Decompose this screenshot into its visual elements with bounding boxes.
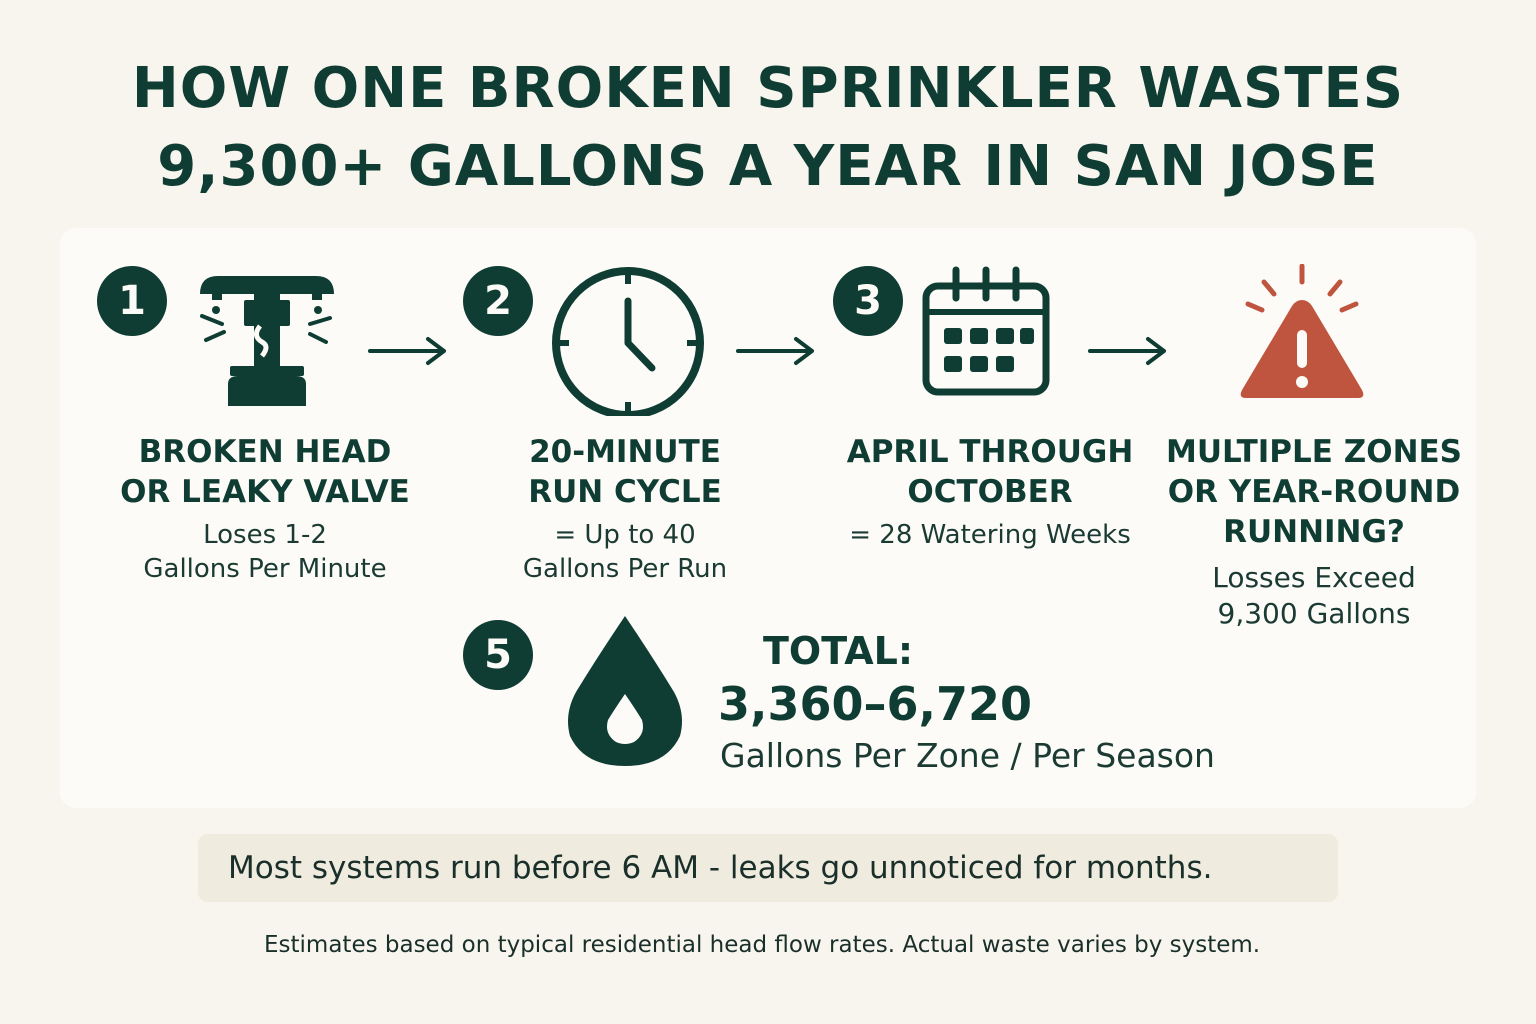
calendar-icon [922, 266, 1050, 396]
step-3-badge: 3 [833, 266, 903, 336]
arrow-icon [368, 337, 446, 365]
step-1-subtext: Loses 1-2 Gallons Per Minute [85, 518, 445, 586]
step-1-sub-line-2: Gallons Per Minute [143, 554, 387, 584]
step-3-heading: APRIL THROUGH OCTOBER [810, 432, 1170, 512]
step-2-heading: 20-MINUTE RUN CYCLE [445, 432, 805, 512]
clock-icon [552, 267, 704, 416]
step-1-sub-line-1: Loses 1-2 [203, 520, 327, 550]
title-line-1: HOW ONE BROKEN SPRINKLER WASTES [131, 56, 1405, 121]
arrow-icon [1088, 337, 1166, 365]
step-5-badge: 5 [463, 620, 533, 690]
step-4-subtext: Losses Exceed 9,300 Gallons [1138, 560, 1490, 632]
steps-panel [60, 228, 1476, 808]
step-4-heading-line-1: MULTIPLE ZONES [1165, 434, 1463, 470]
step-2-badge: 2 [463, 266, 533, 336]
step-3-sub-line-1: = 28 Watering Weeks [849, 520, 1131, 550]
step-1-heading: BROKEN HEAD OR LEAKY VALVE [85, 432, 445, 512]
step-2-subtext: = Up to 40 Gallons Per Run [445, 518, 805, 586]
water-drop-icon [568, 616, 682, 766]
warning-icon [1240, 264, 1364, 398]
step-4-heading: MULTIPLE ZONES OR YEAR-ROUND RUNNING? [1138, 432, 1490, 552]
step-3-heading-line-2: OCTOBER [907, 474, 1073, 510]
total-label: TOTAL: [763, 629, 914, 673]
step-1-badge: 1 [97, 266, 167, 336]
step-2-sub-line-2: Gallons Per Run [522, 554, 728, 584]
step-2-heading-line-2: RUN CYCLE [528, 474, 722, 510]
step-3-subtext: = 28 Watering Weeks [810, 518, 1170, 552]
broken-sprinkler-icon [200, 276, 334, 406]
step-1-heading-line-2: OR LEAKY VALVE [120, 474, 410, 510]
title-line-2: 9,300+ GALLONS A YEAR IN SAN JOSE [157, 134, 1379, 199]
arrow-icon [736, 337, 814, 365]
step-1-heading-line-1: BROKEN HEAD [138, 434, 392, 470]
total-unit: Gallons Per Zone / Per Season [720, 736, 1215, 775]
step-4-sub-line-1: Losses Exceed [1212, 561, 1416, 594]
footnote: Estimates based on typical residential h… [264, 932, 1261, 958]
step-2-sub-line-1: = Up to 40 [554, 520, 696, 550]
callout-note: Most systems run before 6 AM - leaks go … [198, 834, 1338, 902]
step-4-sub-line-2: 9,300 Gallons [1217, 597, 1411, 630]
page-title: HOW ONE BROKEN SPRINKLER WASTES 9,300+ G… [0, 50, 1536, 206]
step-3-heading-line-1: APRIL THROUGH [846, 434, 1134, 470]
step-4-heading-line-3: RUNNING? [1223, 514, 1405, 550]
step-2-heading-line-1: 20-MINUTE [529, 434, 721, 470]
step-4-heading-line-2: OR YEAR-ROUND [1167, 474, 1461, 510]
total-value: 3,360–6,720 [718, 677, 1033, 731]
